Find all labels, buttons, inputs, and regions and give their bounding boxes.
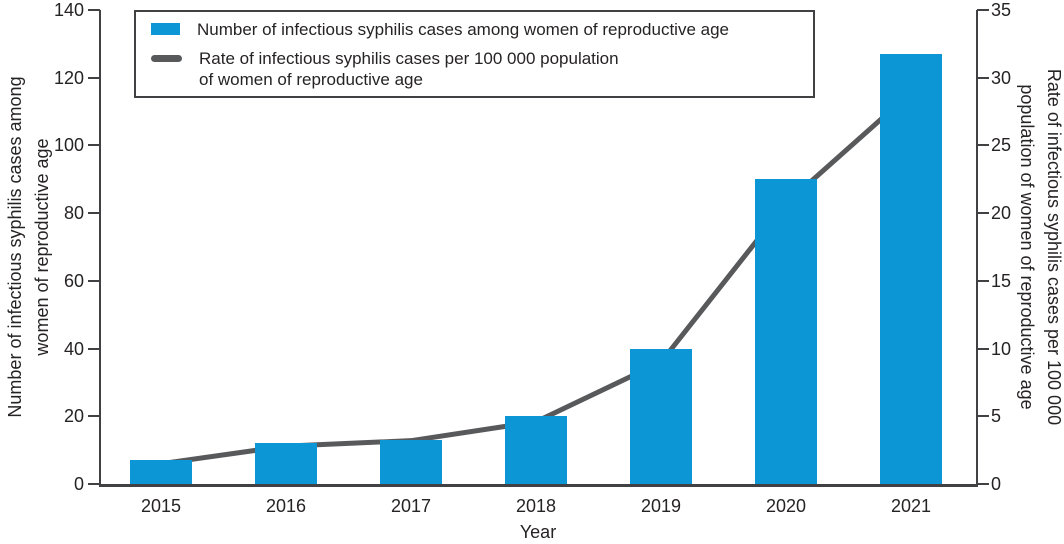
y-left-tick-60	[88, 279, 100, 282]
plot-area	[99, 10, 978, 487]
y-left-tick-140	[88, 9, 100, 11]
x-label-2017: 2017	[390, 496, 432, 516]
bar-2019	[630, 348, 692, 484]
y-right-tick-0	[977, 483, 989, 485]
y-right-tick-label-5: 5	[991, 406, 1002, 427]
y-left-tick-20	[88, 415, 100, 418]
legend: Number of infectious syphilis cases amon…	[134, 10, 815, 98]
bar-2015	[130, 460, 192, 484]
y-left-tick-40	[88, 347, 100, 350]
y-left-tick-label-60: 60	[63, 270, 84, 291]
x-label-2016: 2016	[265, 496, 307, 516]
legend-item-cases: Number of infectious syphilis cases amon…	[151, 19, 813, 40]
bar-2017	[380, 439, 442, 484]
y-left-tick-label-80: 80	[63, 203, 84, 224]
y-left-tick-label-40: 40	[63, 338, 84, 359]
y-right-tick-25	[977, 144, 989, 147]
y-right-tick-20	[977, 212, 989, 215]
y-left-tick-label-140: 140	[53, 0, 84, 20]
y-right-tick-label-35: 35	[991, 0, 1012, 20]
y-right-tick-label-20: 20	[991, 203, 1012, 224]
y-left-tick-label-100: 100	[53, 135, 84, 156]
y-left-tick-0	[88, 483, 100, 485]
x-label-2015: 2015	[140, 496, 182, 516]
bar-2018	[505, 416, 567, 484]
y-left-tick-100	[88, 144, 100, 147]
x-label-2018: 2018	[515, 496, 557, 516]
y-right-tick-label-25: 25	[991, 135, 1012, 156]
y-left-tick-120	[88, 76, 100, 79]
bar-2016	[255, 443, 317, 484]
legend-label-cases: Number of infectious syphilis cases amon…	[197, 19, 729, 39]
y-right-tick-label-15: 15	[991, 270, 1012, 291]
rate-line-swatch	[151, 54, 182, 62]
y-left-tick-80	[88, 212, 100, 215]
x-label-2021: 2021	[890, 496, 932, 516]
cases-bar-swatch	[151, 22, 180, 35]
x-axis-title: Year	[519, 522, 557, 542]
x-label-2020: 2020	[765, 496, 807, 516]
bar-2020	[755, 179, 817, 484]
legend-label-rate-line1: Rate of infectious syphilis cases per 10…	[199, 48, 619, 68]
y-right-tick-10	[977, 347, 989, 350]
y-right-tick-label-0: 0	[991, 474, 1002, 494]
y-left-tick-label-120: 120	[53, 67, 84, 88]
legend-label-rate-line2: of women of reproductive age	[199, 69, 423, 89]
y-left-tick-label-20: 20	[63, 406, 84, 427]
y-right-tick-label-10: 10	[991, 338, 1012, 359]
y-right-tick-label-30: 30	[991, 67, 1012, 88]
legend-label-rate: Rate of infectious syphilis cases per 10…	[199, 48, 619, 90]
y-right-tick-35	[977, 9, 989, 11]
y-left-tick-label-0: 0	[73, 474, 84, 494]
legend-item-rate: Rate of infectious syphilis cases per 10…	[151, 48, 813, 90]
x-label-2019: 2019	[640, 496, 682, 516]
bar-2021	[880, 54, 942, 484]
y-right-tick-15	[977, 279, 989, 282]
y-right-tick-30	[977, 76, 989, 79]
y-right-tick-5	[977, 415, 989, 418]
